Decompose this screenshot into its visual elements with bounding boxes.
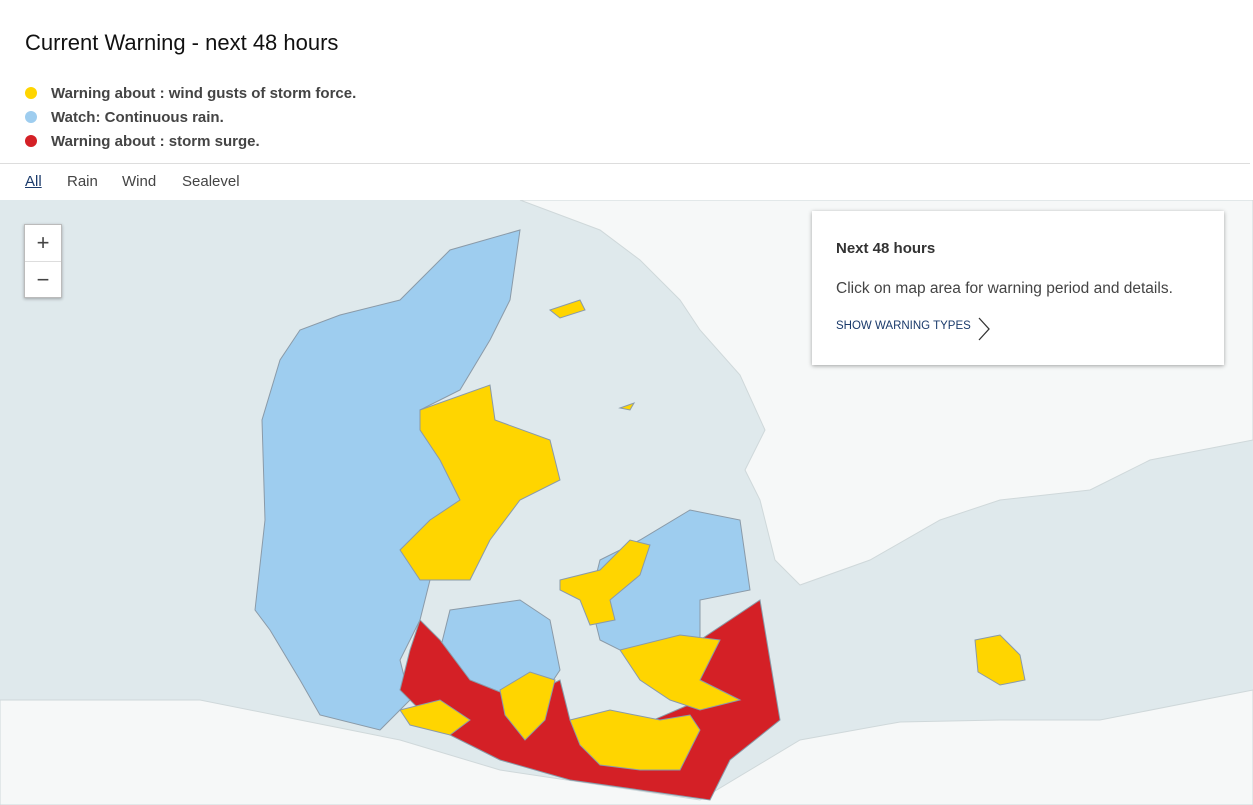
legend-dot	[25, 111, 37, 123]
info-box: Next 48 hours Click on map area for warn…	[812, 211, 1224, 365]
arrow-icon	[978, 317, 990, 341]
zoom-in[interactable]: +	[25, 225, 61, 262]
legend-item: Warning about : wind gusts of storm forc…	[51, 85, 357, 102]
tab[interactable]: Rain	[67, 173, 98, 190]
legend-dot	[25, 87, 37, 99]
legend-item: Watch: Continuous rain.	[51, 109, 224, 126]
info-link[interactable]: SHOW WARNING TYPES	[836, 320, 971, 332]
page-title: Current Warning - next 48 hours	[25, 30, 339, 55]
zoom-control: + −	[24, 224, 62, 298]
info-text: Click on map area for warning period and…	[836, 280, 1173, 297]
divider	[0, 163, 1250, 164]
tab[interactable]: Sealevel	[182, 173, 240, 190]
legend-item: Warning about : storm surge.	[51, 133, 260, 150]
legend-dot	[25, 135, 37, 147]
tab[interactable]: Wind	[122, 173, 157, 190]
tab[interactable]: All	[25, 173, 42, 190]
zoom-out[interactable]: −	[36, 267, 50, 292]
info-title: Next 48 hours	[836, 240, 936, 257]
